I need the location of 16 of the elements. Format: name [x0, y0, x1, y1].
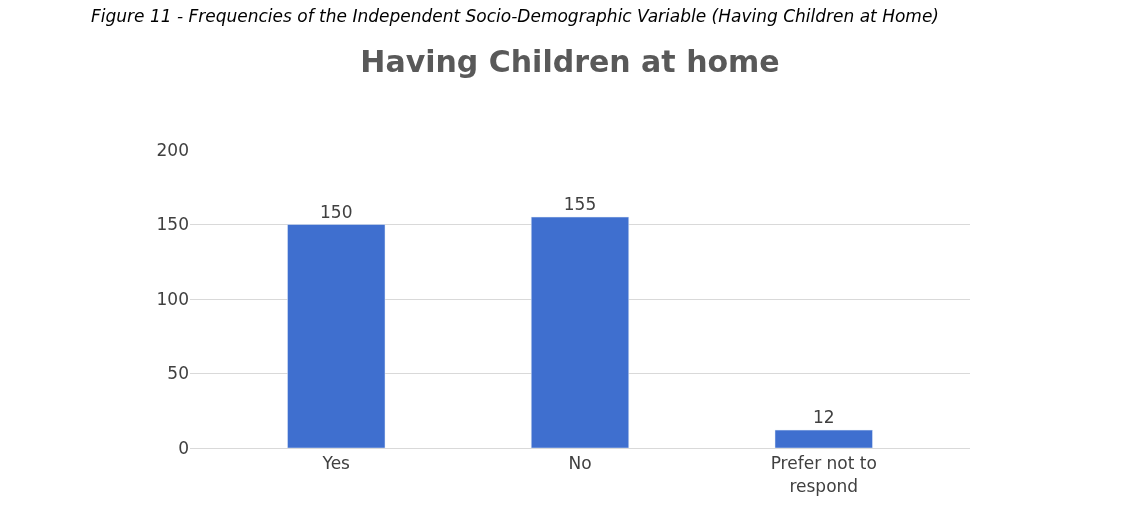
y-tick-label: 200: [156, 139, 189, 160]
x-tick-label: No: [568, 453, 592, 474]
caption: Figure 11 - Frequencies of the Independent Socio-Demographic Variable (Having Children at Home): [91, 6, 939, 26]
data-label: 150: [320, 201, 353, 222]
y-tick-label: 150: [156, 214, 189, 235]
x-tick-label: Prefer not to respond: [770, 453, 877, 496]
y-tick-label: 50: [167, 363, 189, 384]
bar: [774, 429, 873, 448]
y-tick-label: 100: [156, 288, 189, 309]
data-label: 12: [812, 407, 835, 428]
bar: [287, 224, 386, 448]
x-tick-label: Yes: [321, 453, 351, 474]
bar: [531, 216, 629, 448]
chart-title: Having Children at home: [360, 43, 780, 79]
data-label: 155: [563, 194, 597, 215]
y-tick-label: 0: [178, 437, 189, 458]
